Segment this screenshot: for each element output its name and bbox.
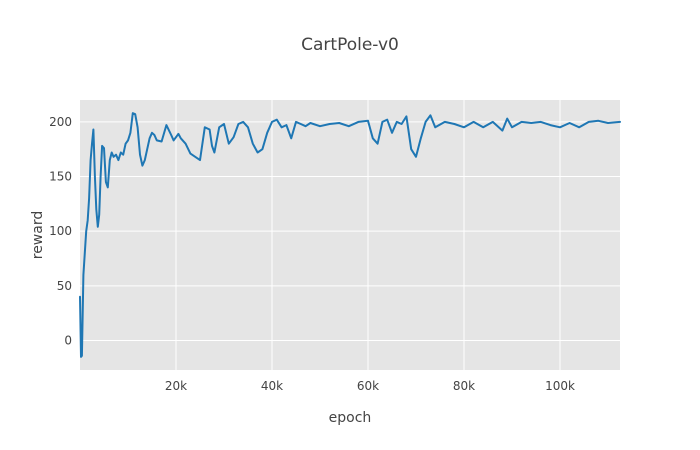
y-tick-label: 50 — [57, 279, 72, 293]
x-tick-label: 20k — [165, 379, 187, 393]
grid — [80, 100, 620, 370]
y-axis-title: reward — [30, 211, 46, 260]
x-tick-label: 60k — [357, 379, 379, 393]
plot-background — [80, 100, 620, 370]
y-tick-label: 200 — [49, 115, 72, 129]
x-tick-label: 40k — [261, 379, 283, 393]
x-tick-label: 100k — [545, 379, 575, 393]
y-tick-label: 150 — [49, 170, 72, 184]
series-layer — [79, 112, 621, 358]
series-line — [79, 112, 621, 358]
x-tick-label: 80k — [453, 379, 475, 393]
y-axis-ticks: 0 50 100 150 200 — [49, 115, 72, 348]
x-axis-title: epoch — [329, 410, 372, 426]
y-tick-label: 100 — [49, 224, 72, 238]
y-tick-label: 0 — [64, 333, 72, 347]
x-axis-ticks: 20k 40k 60k 80k 100k — [165, 379, 575, 393]
chart-title: CartPole-v0 — [301, 35, 399, 55]
